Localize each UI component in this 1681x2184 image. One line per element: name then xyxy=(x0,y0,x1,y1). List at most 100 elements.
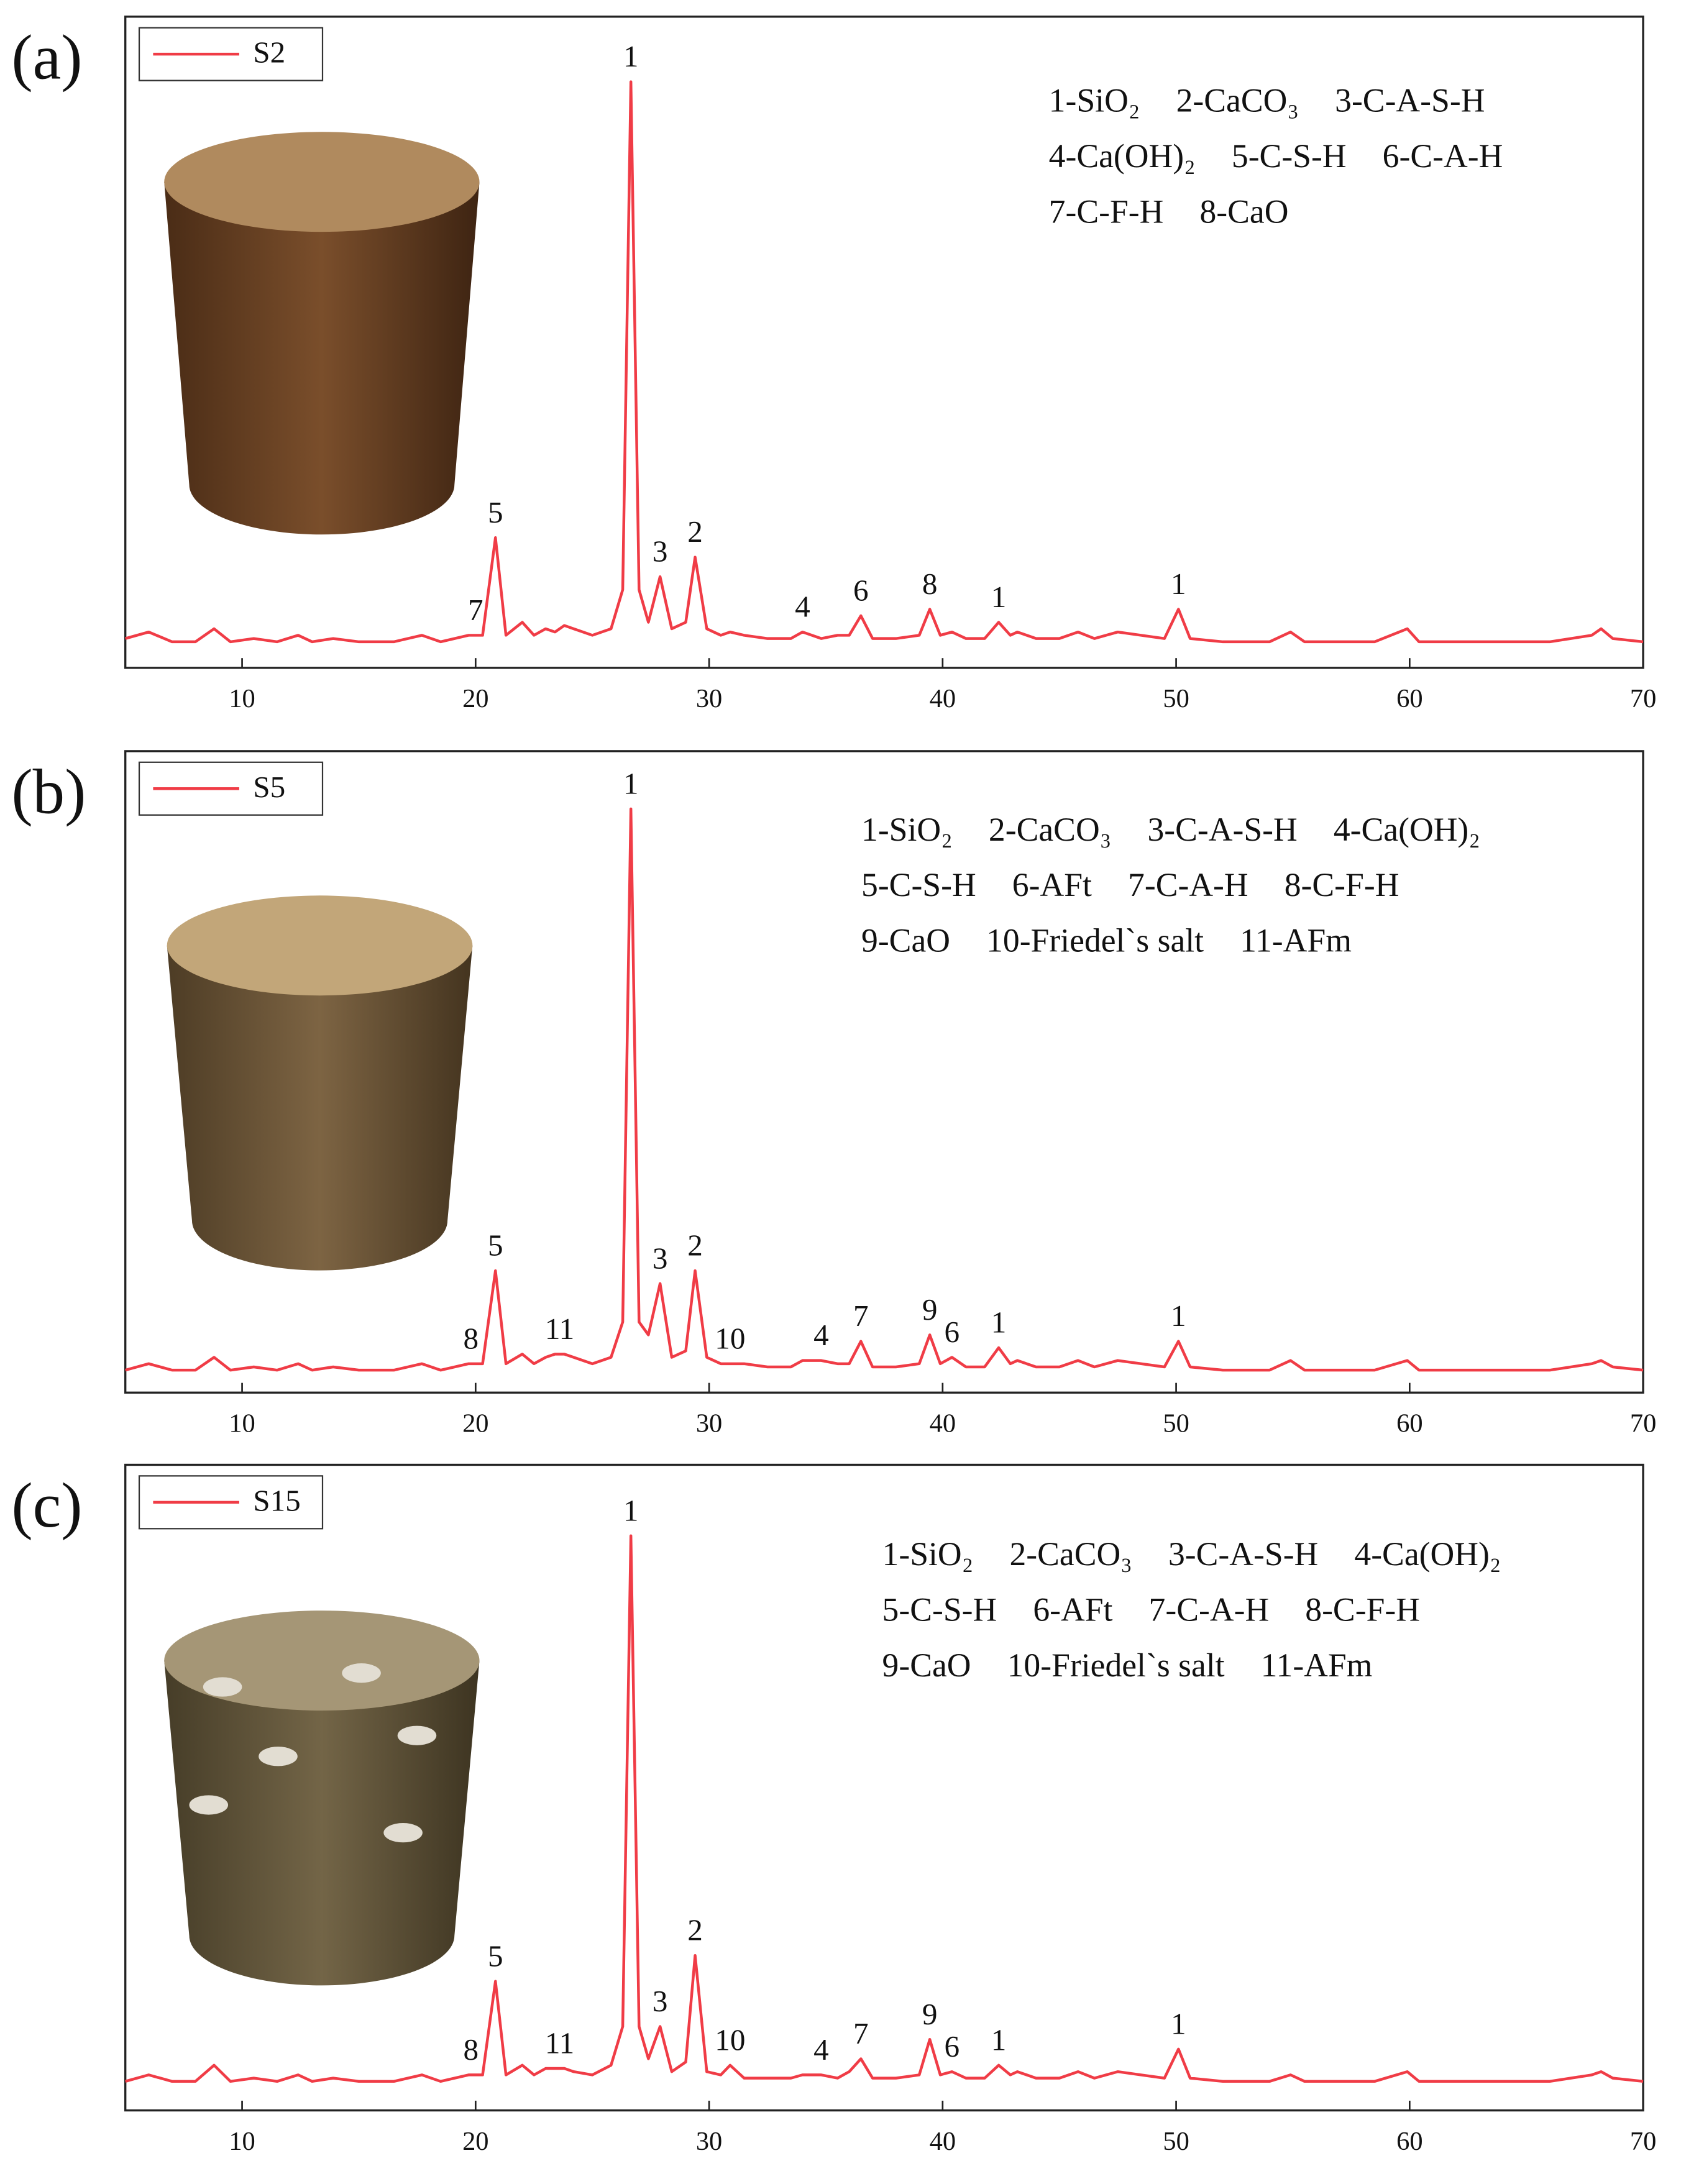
phase-key-item: 10-Friedel`s salt xyxy=(1007,1647,1225,1684)
phase-key-item: 2-CaCO₃ xyxy=(1176,82,1299,119)
peak-label: 1 xyxy=(623,766,639,800)
x-tick-label: 10 xyxy=(229,1409,255,1438)
phase-key-item: 3-C-A-S-H xyxy=(1147,811,1297,848)
x-tick-label: 60 xyxy=(1396,2127,1422,2156)
xrd-curve xyxy=(125,80,1644,644)
phase-key-item: 6-AFt xyxy=(1012,866,1092,903)
peak-label: 3 xyxy=(653,1984,668,2018)
phase-key-item: 8-C-F-H xyxy=(1305,1591,1420,1629)
peak-label: 5 xyxy=(488,1228,503,1263)
peak-label: 11 xyxy=(545,1312,574,1346)
specimen-top xyxy=(164,1611,480,1711)
phase-key-item: 4-Ca(OH)₂ xyxy=(1354,1536,1501,1573)
x-tick-label: 20 xyxy=(462,2127,488,2156)
legend-label: S15 xyxy=(253,1483,300,1517)
plot-frame xyxy=(124,750,1644,1394)
phase-key-item: 2-CaCO₃ xyxy=(1009,1536,1132,1573)
x-tick-label: 70 xyxy=(1630,1409,1656,1438)
specimen-spot xyxy=(383,1823,423,1843)
x-tick-label: 10 xyxy=(229,684,255,713)
phase-key-item: 6-C-A-H xyxy=(1383,137,1503,175)
phase-key-row: 4-Ca(OH)₂ 5-C-S-H 6-C-A-H xyxy=(1049,137,1503,175)
peak-label: 1 xyxy=(991,2022,1007,2057)
peak-label: 1 xyxy=(623,1493,639,1527)
specimen-spot xyxy=(397,1725,437,1745)
peak-label: 8 xyxy=(464,2032,479,2067)
peak-label: 4 xyxy=(795,590,810,624)
peak-label: 10 xyxy=(715,1321,745,1355)
phase-key-row: 5-C-S-H 6-AFt 7-C-A-H 8-C-F-H xyxy=(861,866,1399,903)
peak-label: 1 xyxy=(1171,1299,1186,1333)
legend-label: S5 xyxy=(253,770,285,804)
phase-key-item: 11-AFm xyxy=(1240,922,1352,959)
peak-label: 9 xyxy=(922,1292,938,1327)
phase-key-item: 11-AFm xyxy=(1261,1647,1373,1684)
peak-label: 8 xyxy=(922,567,938,601)
phase-key-row: 1-SiO₂ 2-CaCO₃ 3-C-A-S-H 4-Ca(OH)₂ xyxy=(861,811,1480,848)
x-tick-label: 50 xyxy=(1163,2127,1189,2156)
phase-key-row: 7-C-F-H 8-CaO xyxy=(1049,193,1289,231)
x-tick-label: 20 xyxy=(462,1409,488,1438)
peak-label: 5 xyxy=(488,1939,503,1973)
x-tick-label: 30 xyxy=(696,684,722,713)
peak-label: 4 xyxy=(813,1318,829,1352)
phase-key-item: 1-SiO₂ xyxy=(882,1536,974,1573)
x-tick-label: 50 xyxy=(1163,684,1189,713)
phase-key-item: 1-SiO₂ xyxy=(861,811,953,848)
peak-label: 8 xyxy=(464,1321,479,1355)
peak-label: 3 xyxy=(653,534,668,569)
specimen-body xyxy=(164,1660,480,1986)
phase-key-item: 8-C-F-H xyxy=(1285,866,1399,903)
x-tick-label: 70 xyxy=(1630,2127,1656,2156)
peak-label: 6 xyxy=(945,2029,960,2063)
phase-key-row: 5-C-S-H 6-AFt 7-C-A-H 8-C-F-H xyxy=(882,1591,1420,1629)
phase-key-row: 1-SiO₂ 2-CaCO₃ 3-C-A-S-H xyxy=(1049,82,1485,119)
phase-key-item: 4-Ca(OH)₂ xyxy=(1334,811,1480,848)
phase-key-item: 8-CaO xyxy=(1199,193,1288,231)
peak-label: 2 xyxy=(687,1228,703,1263)
specimen-body xyxy=(167,945,473,1271)
phase-key-item: 5-C-S-H xyxy=(882,1591,997,1629)
phase-key-item: 5-C-S-H xyxy=(1232,137,1347,175)
peak-label: 1 xyxy=(1171,2006,1186,2040)
peak-label: 5 xyxy=(488,495,503,529)
phase-key-item: 7-C-F-H xyxy=(1049,193,1164,231)
panel-label: (a) xyxy=(11,22,82,93)
x-tick-label: 30 xyxy=(696,2127,722,2156)
phase-key-item: 6-AFt xyxy=(1033,1591,1112,1629)
plot-frame xyxy=(124,1463,1644,2112)
peak-label: 7 xyxy=(468,593,483,627)
phase-key-item: 7-C-A-H xyxy=(1149,1591,1270,1629)
peak-label: 1 xyxy=(991,1305,1007,1340)
plot-frame xyxy=(124,16,1644,669)
phase-key-item: 3-C-A-S-H xyxy=(1168,1536,1318,1573)
peak-label: 2 xyxy=(687,1913,703,1947)
phase-key-row: 9-CaO 10-Friedel`s salt 11-AFm xyxy=(861,922,1352,959)
specimen-spot xyxy=(259,1747,298,1766)
peak-label: 6 xyxy=(853,573,869,608)
specimen-top xyxy=(167,895,473,996)
peak-label: 4 xyxy=(813,2032,829,2067)
specimen-spot xyxy=(203,1677,242,1697)
peak-label: 9 xyxy=(922,1997,938,2031)
specimen-body xyxy=(164,181,480,535)
phase-key-item: 2-CaCO₃ xyxy=(989,811,1111,848)
peak-label: 11 xyxy=(545,2026,574,2060)
x-tick-label: 60 xyxy=(1396,1409,1422,1438)
peak-label: 1 xyxy=(991,580,1007,614)
x-tick-label: 70 xyxy=(1630,684,1656,713)
phase-key-item: 9-CaO xyxy=(882,1647,971,1684)
peak-label: 3 xyxy=(653,1241,668,1275)
peak-label: 1 xyxy=(623,39,639,73)
peak-label: 7 xyxy=(853,2016,869,2050)
peak-label: 6 xyxy=(945,1315,960,1349)
peak-label: 1 xyxy=(1171,567,1186,601)
peak-label: 2 xyxy=(687,514,703,549)
phase-key-item: 3-C-A-S-H xyxy=(1335,82,1485,119)
specimen-spot xyxy=(342,1663,381,1683)
xrd-curve xyxy=(125,1534,1644,2083)
x-tick-label: 20 xyxy=(462,684,488,713)
x-tick-label: 40 xyxy=(930,2127,956,2156)
phase-key-row: 9-CaO 10-Friedel`s salt 11-AFm xyxy=(882,1647,1373,1684)
